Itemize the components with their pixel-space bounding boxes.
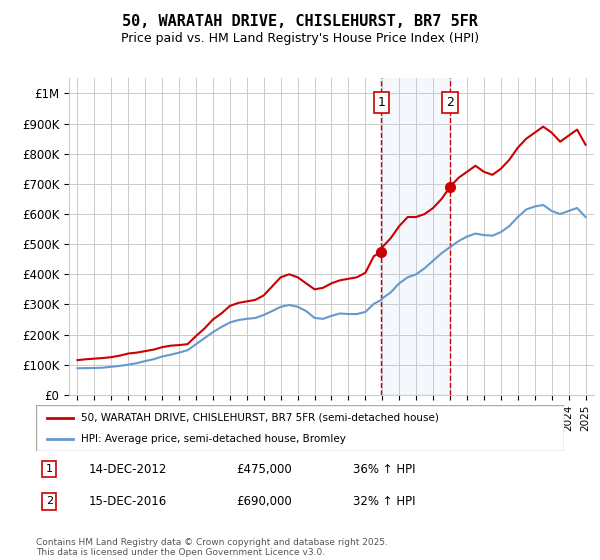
Text: £690,000: £690,000 xyxy=(236,494,292,508)
Text: HPI: Average price, semi-detached house, Bromley: HPI: Average price, semi-detached house,… xyxy=(81,435,346,444)
Text: 14-DEC-2012: 14-DEC-2012 xyxy=(89,463,167,475)
Text: £475,000: £475,000 xyxy=(236,463,292,475)
Text: 15-DEC-2016: 15-DEC-2016 xyxy=(89,494,167,508)
Text: Contains HM Land Registry data © Crown copyright and database right 2025.
This d: Contains HM Land Registry data © Crown c… xyxy=(36,538,388,557)
Text: 1: 1 xyxy=(377,96,385,109)
Text: 1: 1 xyxy=(46,464,53,474)
Text: Price paid vs. HM Land Registry's House Price Index (HPI): Price paid vs. HM Land Registry's House … xyxy=(121,32,479,45)
Text: 2: 2 xyxy=(46,496,53,506)
Text: 50, WARATAH DRIVE, CHISLEHURST, BR7 5FR (semi-detached house): 50, WARATAH DRIVE, CHISLEHURST, BR7 5FR … xyxy=(81,413,439,423)
Text: 32% ↑ HPI: 32% ↑ HPI xyxy=(353,494,415,508)
Bar xyxy=(382,78,450,395)
FancyBboxPatch shape xyxy=(36,405,564,451)
Text: 50, WARATAH DRIVE, CHISLEHURST, BR7 5FR: 50, WARATAH DRIVE, CHISLEHURST, BR7 5FR xyxy=(122,14,478,29)
Text: 2: 2 xyxy=(446,96,454,109)
Text: 36% ↑ HPI: 36% ↑ HPI xyxy=(353,463,415,475)
